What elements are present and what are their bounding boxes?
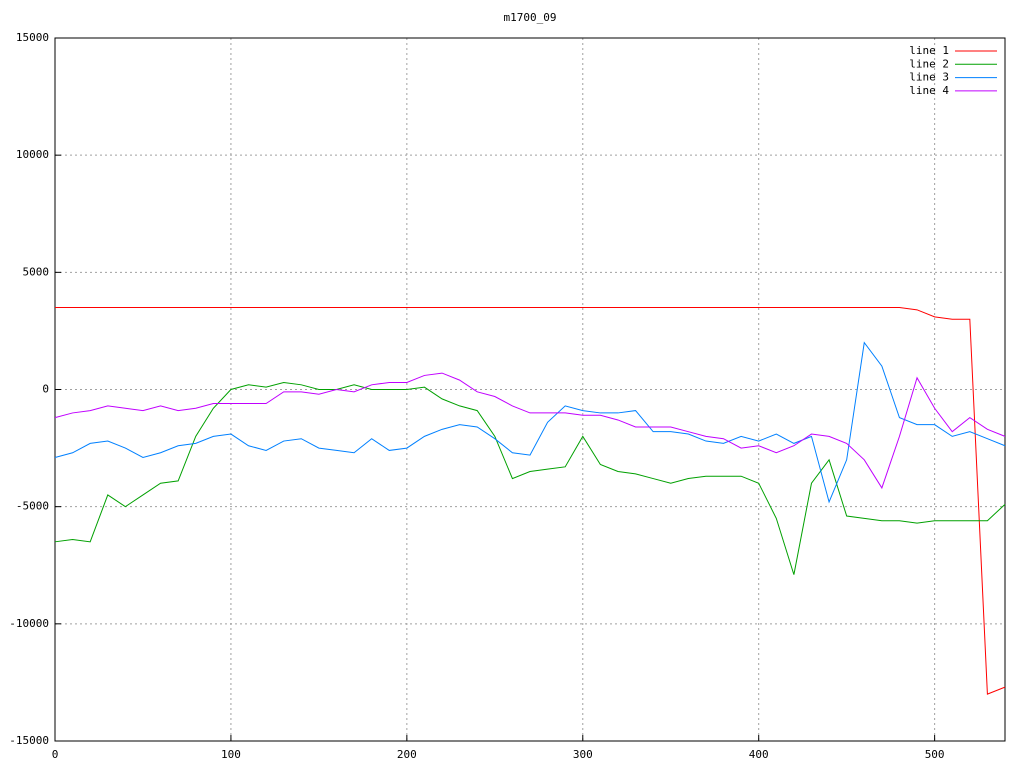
x-tick-label: 200 [397,748,417,761]
y-tick-label: -15000 [9,734,49,747]
legend-label: line 2 [909,57,949,70]
series-line [54,341,1006,504]
legend-label: line 3 [909,71,949,84]
y-tick-label: 10000 [16,148,49,161]
x-tick-label: 400 [749,748,769,761]
legend-label: line 4 [909,84,949,97]
y-tick-label: 15000 [16,31,49,44]
x-tick-label: 500 [925,748,945,761]
x-tick-label: 0 [52,748,59,761]
plot-frame [54,37,1006,742]
y-tick-label: 5000 [23,265,50,278]
y-tick-label: -5000 [16,500,49,513]
series-line [54,381,1006,575]
legend-label: line 1 [909,44,949,57]
x-tick-label: 300 [573,748,593,761]
chart-title: m1700_09 [504,11,557,24]
series-line [54,372,1006,490]
x-tick-label: 100 [221,748,241,761]
y-tick-label: -10000 [9,617,49,630]
series-line [55,306,1006,695]
y-tick-label: 0 [42,383,49,396]
